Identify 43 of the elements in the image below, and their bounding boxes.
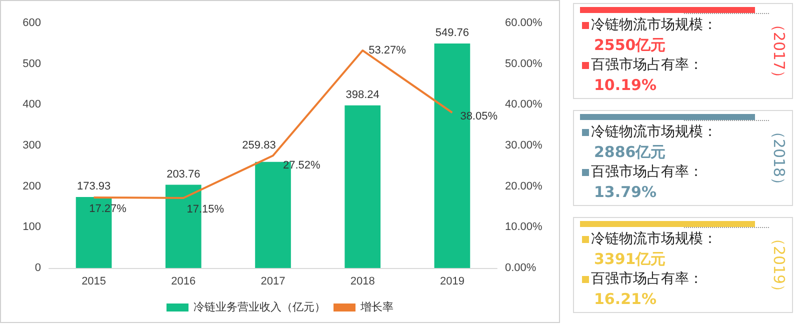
- y2-tick-label: 60.00%: [505, 17, 543, 29]
- text: 百强市场占有率：: [591, 271, 703, 287]
- y2-tick-label: 40.00%: [505, 98, 543, 111]
- data-label: 203.76: [166, 168, 200, 180]
- data-label: 173.93: [76, 180, 111, 192]
- data-label: 398.24: [346, 88, 380, 101]
- text: 3391亿元: [594, 250, 666, 268]
- data-label: 259.83: [242, 139, 276, 152]
- y-tick-label: 500: [22, 58, 41, 70]
- text: 2550亿元: [594, 36, 666, 54]
- text: 10.19%: [594, 76, 656, 94]
- text: 2886亿元: [594, 143, 666, 161]
- y2-tick-label: 10.00%: [505, 221, 543, 234]
- y-tick-label: 100: [22, 221, 41, 234]
- legend-label: 增长率: [360, 300, 394, 314]
- y-tick-label: 600: [22, 17, 41, 29]
- y-tick-label: 0: [34, 262, 41, 274]
- y2-tick-label: 0.00%: [505, 262, 536, 274]
- y2-tick-label: 50.00%: [505, 58, 543, 70]
- x-tick-label: 2016: [171, 276, 196, 288]
- y-tick-label: 200: [22, 180, 41, 192]
- text: 13.79%: [594, 183, 656, 201]
- text: 冷链物流市场规模：: [591, 231, 717, 247]
- text: （2019）: [770, 230, 788, 300]
- data-label: 53.27%: [368, 44, 406, 56]
- text: 百强市场占有率：: [591, 164, 703, 180]
- text: 冷链物流市场规模：: [591, 124, 717, 140]
- y2-tick-label: 30.00%: [505, 140, 543, 152]
- text: 百强市场占有率：: [591, 57, 703, 73]
- bar: [344, 105, 381, 268]
- y2-tick-label: 20.00%: [505, 180, 543, 192]
- x-tick-label: 2015: [82, 276, 106, 288]
- x-tick-label: 2019: [440, 276, 464, 288]
- data-label: 549.76: [435, 27, 470, 40]
- text: 16.21%: [594, 290, 656, 308]
- text: （2017）: [770, 16, 788, 86]
- text: 冷链物流市场规模：: [591, 17, 717, 33]
- legend-label: 冷链业务营业收入（亿元）: [194, 300, 326, 314]
- y-tick-label: 300: [22, 140, 41, 152]
- x-tick-label: 2018: [350, 276, 375, 288]
- y-tick-label: 400: [22, 98, 41, 111]
- text: （2018）: [770, 123, 788, 193]
- x-tick-label: 2017: [260, 276, 286, 288]
